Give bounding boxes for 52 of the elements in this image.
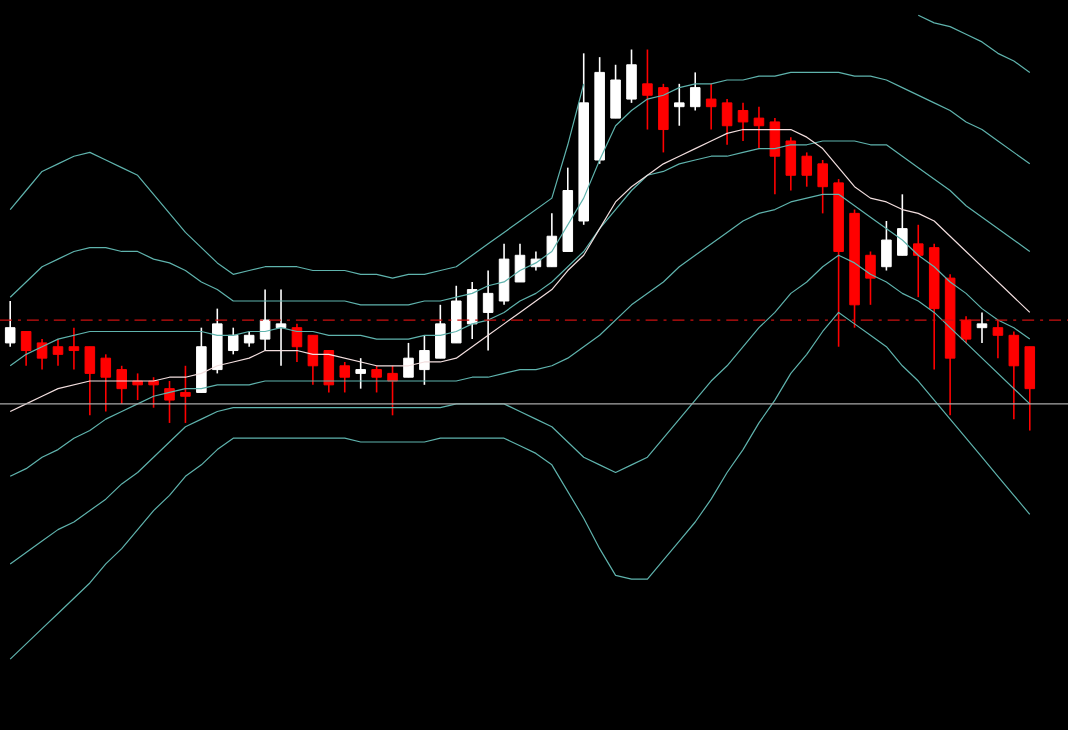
candlestick (116, 364, 127, 405)
candlestick (52, 338, 64, 367)
candlestick (323, 349, 335, 394)
candlestick (20, 330, 32, 367)
candlestick (339, 361, 351, 394)
candlestick (642, 48, 653, 131)
candlestick (307, 334, 319, 386)
candlestick (881, 220, 892, 272)
candlestick (753, 105, 765, 150)
candlestick (658, 83, 669, 154)
candlestick (674, 83, 685, 127)
candlestick (960, 315, 972, 344)
candlestick (84, 345, 96, 417)
candlestick (737, 102, 749, 142)
candlestick (482, 269, 494, 352)
candlestick (865, 250, 876, 306)
candlestick (4, 300, 16, 348)
candlestick (180, 364, 191, 424)
candlestick (100, 353, 112, 413)
candlestick (227, 326, 239, 356)
candlestick (546, 212, 558, 268)
candlestick (514, 243, 526, 283)
candlestick (403, 342, 414, 379)
candlestick (705, 83, 717, 131)
candlestick (419, 334, 430, 386)
candlestick (212, 307, 223, 375)
candlestick (785, 136, 797, 192)
candlestick (1024, 345, 1036, 432)
candlestick (897, 193, 908, 257)
candlestick (992, 319, 1004, 359)
candlestick (36, 338, 48, 371)
candlestick (435, 304, 446, 359)
candlestick (450, 284, 462, 344)
candlestick (498, 243, 510, 306)
candlestick (259, 288, 271, 352)
candlestick (164, 380, 175, 424)
candlestick (275, 288, 287, 367)
candlestick (1008, 330, 1020, 420)
candlestick (355, 357, 366, 390)
candlestick (689, 71, 701, 112)
candlestick (68, 326, 80, 371)
candlestick (626, 48, 637, 104)
candlestick (976, 311, 988, 344)
candlestick (769, 117, 781, 196)
candlestick (912, 224, 924, 298)
candlestick (196, 326, 207, 394)
candlestick (801, 151, 813, 188)
candlestick (371, 364, 382, 394)
candlestick (610, 63, 621, 119)
candlestick (466, 281, 478, 340)
candlestick (817, 159, 828, 215)
candlestick (721, 98, 733, 146)
